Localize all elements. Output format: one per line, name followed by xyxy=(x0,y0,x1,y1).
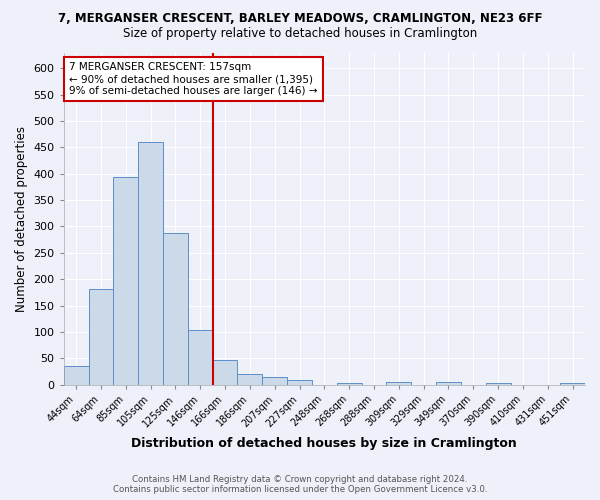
Text: Contains public sector information licensed under the Open Government Licence v3: Contains public sector information licen… xyxy=(113,485,487,494)
Bar xyxy=(287,380,312,384)
Text: Contains HM Land Registry data © Crown copyright and database right 2024.: Contains HM Land Registry data © Crown c… xyxy=(132,475,468,484)
Bar xyxy=(386,382,411,384)
Bar xyxy=(188,330,212,384)
Text: Size of property relative to detached houses in Cramlington: Size of property relative to detached ho… xyxy=(123,28,477,40)
Bar xyxy=(436,382,461,384)
Bar xyxy=(560,382,585,384)
Y-axis label: Number of detached properties: Number of detached properties xyxy=(15,126,28,312)
Bar xyxy=(337,382,362,384)
X-axis label: Distribution of detached houses by size in Cramlington: Distribution of detached houses by size … xyxy=(131,437,517,450)
Bar xyxy=(113,178,138,384)
Bar xyxy=(163,234,188,384)
Text: 7, MERGANSER CRESCENT, BARLEY MEADOWS, CRAMLINGTON, NE23 6FF: 7, MERGANSER CRESCENT, BARLEY MEADOWS, C… xyxy=(58,12,542,26)
Bar xyxy=(212,360,238,384)
Bar xyxy=(89,289,113,384)
Bar xyxy=(262,376,287,384)
Bar xyxy=(64,366,89,384)
Text: 7 MERGANSER CRESCENT: 157sqm
← 90% of detached houses are smaller (1,395)
9% of : 7 MERGANSER CRESCENT: 157sqm ← 90% of de… xyxy=(69,62,317,96)
Bar xyxy=(138,142,163,384)
Bar xyxy=(238,374,262,384)
Bar xyxy=(486,382,511,384)
